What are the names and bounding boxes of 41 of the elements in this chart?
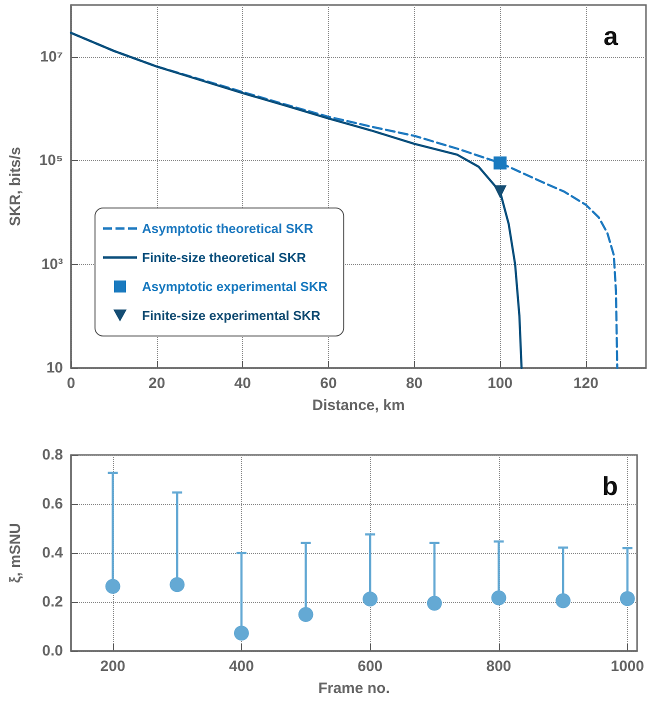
- point: [556, 593, 571, 608]
- y-tick-label: 10: [46, 360, 63, 376]
- y-tick-label: 0.8: [42, 446, 63, 464]
- legend-label: Asymptotic experimental SKR: [142, 279, 328, 294]
- x-tick-label: 0: [66, 375, 76, 392]
- x-tick-label: 80: [406, 375, 423, 392]
- point: [298, 607, 314, 622]
- x-tick-label: 200: [100, 658, 126, 675]
- x-tick-label: 60: [320, 375, 337, 392]
- x-tick-label: 400: [228, 658, 254, 675]
- legend-label: Finite-size experimental SKR: [142, 308, 322, 323]
- point: [234, 626, 249, 641]
- annotation: b: [602, 471, 618, 501]
- point: [170, 577, 185, 592]
- y-axis-title: SKR, bits/s: [7, 146, 24, 226]
- y-tick-label: 0.2: [42, 594, 63, 610]
- x-tick-label: 20: [148, 375, 166, 392]
- point: [426, 596, 442, 611]
- x-tick-label: 800: [486, 658, 512, 675]
- x-axis-title: Distance, km: [312, 397, 405, 414]
- point: [491, 590, 506, 606]
- annotation: a: [604, 21, 619, 51]
- point: [362, 592, 378, 607]
- legend-label: Finite-size theoretical SKR: [142, 250, 307, 265]
- x-tick-label: 40: [234, 375, 251, 392]
- y-tick-label: 0.0: [42, 642, 63, 660]
- x-tick-label: 1000: [610, 658, 644, 675]
- point: [620, 591, 635, 606]
- x-axis-title: Frame no.: [318, 680, 390, 697]
- y-tick-label: 0.6: [42, 496, 63, 512]
- y-tick-label: 0.4: [42, 544, 64, 562]
- x-tick-label: 120: [573, 375, 598, 392]
- y-tick-label: 10³: [41, 256, 63, 273]
- point: [105, 578, 120, 594]
- legend-label: Asymptotic theoretical SKR: [142, 221, 314, 236]
- line-series: [70, 32, 523, 370]
- y-tick-label: 10⁵: [39, 152, 63, 170]
- y-axis-title: ξ, mSNU: [7, 522, 24, 584]
- y-tick-label: 10⁷: [40, 48, 63, 66]
- x-tick-label: 600: [358, 658, 383, 675]
- x-tick-label: 100: [488, 375, 513, 392]
